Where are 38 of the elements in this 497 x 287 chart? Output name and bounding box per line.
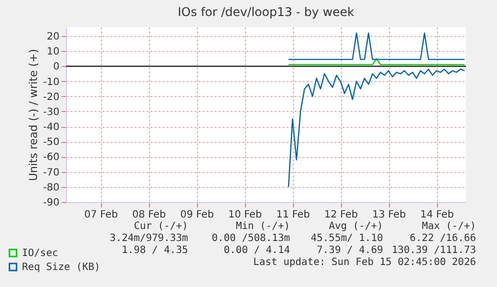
y-tick-label: -70 [43,167,60,178]
x-tick-label: 09 Feb [180,210,214,220]
y-tick-label: -90 [43,198,60,208]
text: 130.39 /111.73 [392,245,476,256]
legend-label: IO/sec [22,248,58,259]
y-tick-label: -80 [43,182,60,194]
x-tick-label: 10 Feb [228,210,262,220]
x-tick-label: 07 Feb [84,210,118,220]
y-tick-label: -30 [43,106,60,118]
text: 0.00 / 4.14 [224,245,290,256]
y-tick-label: -20 [43,92,60,103]
y-tick-label: -10 [43,76,60,88]
legend-label: Req Size (KB) [22,262,100,273]
text: Avg (-/+) [328,221,383,232]
x-tick-label: 11 Feb [276,210,310,220]
x-tick-label: 14 Feb [420,210,454,220]
y-tick-label: -60 [43,152,60,164]
x-tick-label: 12 Feb [324,210,358,220]
x-tick-label: 13 Feb [372,210,406,220]
y-tick-label: -40 [43,122,60,134]
text: 3.24m/979.33m [110,233,188,244]
y-axis-title: Units read (-) / write (+) [27,48,40,182]
text: 1.98 / 4.35 [122,245,188,256]
text: Min (-/+) [236,221,290,232]
text: Max (-/+) [422,221,476,232]
text: Last update: Sun Feb 15 02:45:00 2026 [253,257,476,268]
text: Cur (-/+) [134,221,188,232]
text: 6.22 /16.66 [410,233,476,244]
y-tick-label: 20 [46,32,60,43]
y-tick-label: -50 [43,137,60,148]
text: 7.39 / 4.69 [316,245,383,256]
text: 45.55m/ 1.10 [310,233,383,244]
line-series [288,68,466,188]
text: 0.00 /508.13m [212,233,290,244]
y-tick-label: 0 [53,62,60,73]
x-tick-label: 08 Feb [132,210,166,220]
chart-title: IOs for /dev/loop13 - by week [178,5,354,19]
y-tick-label: 10 [46,46,60,58]
